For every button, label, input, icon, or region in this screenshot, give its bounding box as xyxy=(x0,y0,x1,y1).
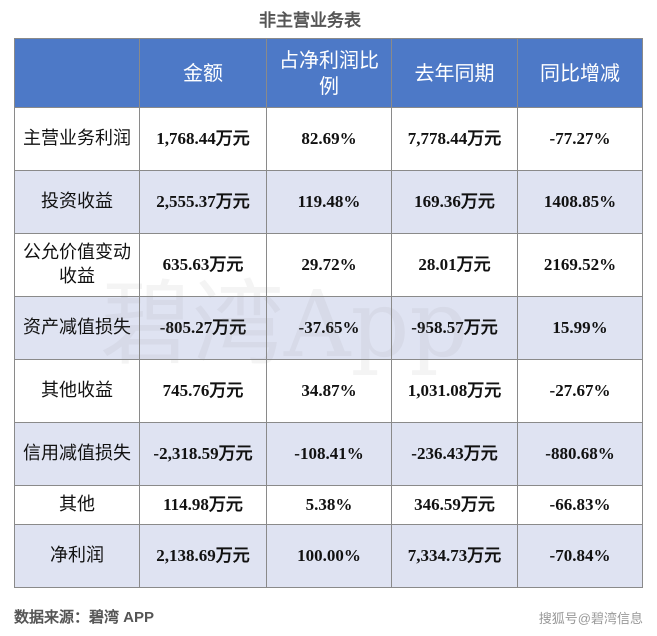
credit-watermark: 搜狐号@碧湾信息 xyxy=(538,611,643,626)
header-item xyxy=(14,38,140,108)
amount-cell: 1,768.44万元 xyxy=(139,107,267,171)
last-year-cell: 7,778.44万元 xyxy=(391,107,518,171)
yoy-cell: -880.68% xyxy=(517,422,643,486)
row-name: 信用减值损失 xyxy=(14,422,140,486)
row-name: 公允价值变动收益 xyxy=(14,233,140,297)
table-row: 公允价值变动收益 635.63万元 29.72% 28.01万元 2169.52… xyxy=(14,233,643,297)
header-yoy: 同比增减 xyxy=(517,38,643,108)
last-year-cell: 346.59万元 xyxy=(391,485,518,525)
table-row: 其他收益 745.76万元 34.87% 1,031.08万元 -27.67% xyxy=(14,359,643,423)
yoy-cell: 15.99% xyxy=(517,296,643,360)
row-name: 净利润 xyxy=(14,524,140,588)
row-name: 资产减值损失 xyxy=(14,296,140,360)
table-row: 净利润 2,138.69万元 100.00% 7,334.73万元 -70.84… xyxy=(14,524,643,588)
ratio-cell: 29.72% xyxy=(266,233,392,297)
yoy-cell: -66.83% xyxy=(517,485,643,525)
amount-cell: 2,555.37万元 xyxy=(139,170,267,234)
ratio-cell: 119.48% xyxy=(266,170,392,234)
non-core-business-table: 金额 占净利润比例 去年同期 同比增减 主营业务利润 1,768.44万元 82… xyxy=(14,38,643,588)
yoy-cell: -27.67% xyxy=(517,359,643,423)
yoy-cell: -77.27% xyxy=(517,107,643,171)
last-year-cell: -236.43万元 xyxy=(391,422,518,486)
header-amount: 金额 xyxy=(139,38,267,108)
amount-cell: 2,138.69万元 xyxy=(139,524,267,588)
ratio-cell: 34.87% xyxy=(266,359,392,423)
row-name: 主营业务利润 xyxy=(14,107,140,171)
ratio-cell: 82.69% xyxy=(266,107,392,171)
table-row: 资产减值损失 -805.27万元 -37.65% -958.57万元 15.99… xyxy=(14,296,643,360)
yoy-cell: -70.84% xyxy=(517,524,643,588)
ratio-cell: 5.38% xyxy=(266,485,392,525)
last-year-cell: 7,334.73万元 xyxy=(391,524,518,588)
amount-cell: -805.27万元 xyxy=(139,296,267,360)
header-last-year: 去年同期 xyxy=(391,38,518,108)
ratio-cell: -37.65% xyxy=(266,296,392,360)
ratio-cell: 100.00% xyxy=(266,524,392,588)
last-year-cell: 169.36万元 xyxy=(391,170,518,234)
table-row: 信用减值损失 -2,318.59万元 -108.41% -236.43万元 -8… xyxy=(14,422,643,486)
row-name: 其他收益 xyxy=(14,359,140,423)
header-row: 金额 占净利润比例 去年同期 同比增减 xyxy=(14,38,643,108)
table-row: 投资收益 2,555.37万元 119.48% 169.36万元 1408.85… xyxy=(14,170,643,234)
table-row: 其他 114.98万元 5.38% 346.59万元 -66.83% xyxy=(14,485,643,525)
header-ratio: 占净利润比例 xyxy=(266,38,392,108)
yoy-cell: 1408.85% xyxy=(517,170,643,234)
table-title: 非主营业务表 xyxy=(259,11,361,30)
last-year-cell: 1,031.08万元 xyxy=(391,359,518,423)
row-name: 投资收益 xyxy=(14,170,140,234)
row-name: 其他 xyxy=(14,485,140,525)
amount-cell: 114.98万元 xyxy=(139,485,267,525)
amount-cell: 635.63万元 xyxy=(139,233,267,297)
amount-cell: -2,318.59万元 xyxy=(139,422,267,486)
data-source: 数据来源：碧湾 APP xyxy=(14,609,155,626)
ratio-cell: -108.41% xyxy=(266,422,392,486)
yoy-cell: 2169.52% xyxy=(517,233,643,297)
last-year-cell: -958.57万元 xyxy=(391,296,518,360)
last-year-cell: 28.01万元 xyxy=(391,233,518,297)
table-row: 主营业务利润 1,768.44万元 82.69% 7,778.44万元 -77.… xyxy=(14,107,643,171)
amount-cell: 745.76万元 xyxy=(139,359,267,423)
